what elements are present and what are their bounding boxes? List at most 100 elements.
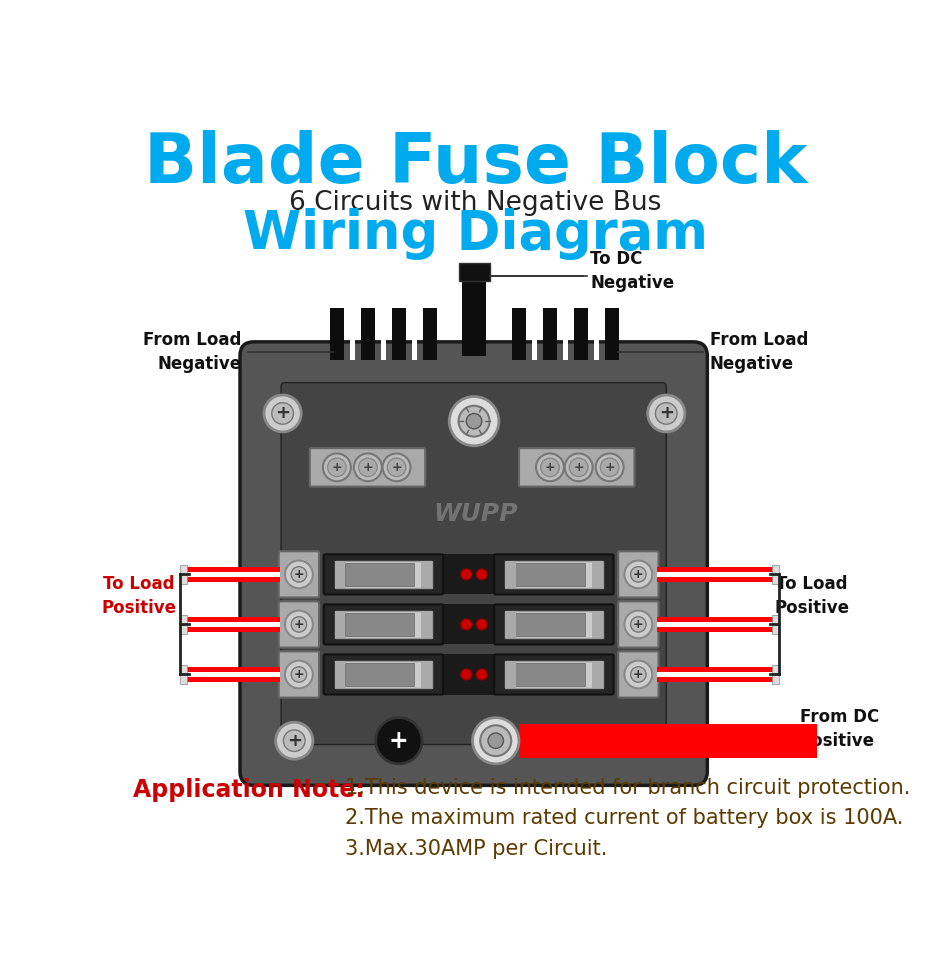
Circle shape <box>285 561 312 588</box>
Bar <box>184 572 280 576</box>
Circle shape <box>630 617 645 632</box>
Text: +: + <box>331 461 342 474</box>
Text: +: + <box>293 618 304 631</box>
Bar <box>381 308 386 360</box>
Bar <box>656 667 774 682</box>
Bar <box>184 672 280 677</box>
Text: 2.The maximum rated current of battery box is 100A.: 2.The maximum rated current of battery b… <box>344 808 902 829</box>
Circle shape <box>488 733 503 749</box>
FancyBboxPatch shape <box>518 448 634 487</box>
Text: +: + <box>274 405 290 422</box>
Circle shape <box>461 569 471 580</box>
FancyBboxPatch shape <box>240 342 706 785</box>
Bar <box>771 566 779 584</box>
Circle shape <box>358 458 376 477</box>
Text: 6 Circuits with Negative Bus: 6 Circuits with Negative Bus <box>289 190 661 216</box>
Bar <box>656 672 774 677</box>
Bar <box>329 308 344 360</box>
Circle shape <box>291 667 306 682</box>
Bar <box>512 308 526 360</box>
Bar <box>421 561 432 588</box>
FancyBboxPatch shape <box>281 382 666 745</box>
Bar <box>421 610 432 639</box>
Bar <box>542 308 556 360</box>
Bar <box>461 267 486 356</box>
Circle shape <box>272 403 293 424</box>
Circle shape <box>264 395 301 432</box>
Circle shape <box>323 453 350 482</box>
Text: From Load
Negative: From Load Negative <box>143 332 241 372</box>
Bar <box>421 661 432 688</box>
Bar <box>656 622 774 627</box>
Circle shape <box>476 569 487 580</box>
Text: +: + <box>293 567 304 581</box>
Bar <box>504 610 602 639</box>
Bar <box>518 723 817 758</box>
Text: +: + <box>603 461 615 474</box>
Bar <box>179 615 187 634</box>
Bar <box>591 561 602 588</box>
Circle shape <box>630 566 645 582</box>
Circle shape <box>291 617 306 632</box>
Bar <box>514 563 584 586</box>
Bar <box>458 262 489 281</box>
Bar <box>593 308 598 360</box>
Circle shape <box>569 458 588 477</box>
FancyBboxPatch shape <box>278 651 319 697</box>
Bar <box>349 308 354 360</box>
Bar <box>591 610 602 639</box>
Circle shape <box>382 453 410 482</box>
Bar <box>335 661 432 688</box>
Circle shape <box>465 413 481 429</box>
Circle shape <box>624 561 652 588</box>
Bar <box>184 667 280 682</box>
Text: 1.This device is intended for branch circuit protection.: 1.This device is intended for branch cir… <box>344 778 909 798</box>
Text: To Load
Positive: To Load Positive <box>102 575 176 617</box>
Circle shape <box>461 669 471 680</box>
Bar <box>184 617 280 632</box>
Bar <box>335 561 432 588</box>
Text: +: + <box>362 461 373 474</box>
Text: +: + <box>573 461 583 474</box>
Circle shape <box>353 453 381 482</box>
Text: 3.Max.30AMP per Circuit.: 3.Max.30AMP per Circuit. <box>344 839 606 859</box>
Bar <box>344 663 414 686</box>
Bar <box>412 308 416 360</box>
FancyBboxPatch shape <box>494 555 613 595</box>
Bar <box>504 661 602 688</box>
Circle shape <box>458 406 489 437</box>
Bar <box>335 610 345 639</box>
Circle shape <box>283 730 305 752</box>
Bar <box>361 308 375 360</box>
FancyBboxPatch shape <box>324 555 442 595</box>
Text: From DC
Positive: From DC Positive <box>799 709 878 750</box>
Bar <box>335 661 345 688</box>
Text: Wiring Diagram: Wiring Diagram <box>243 208 707 260</box>
Bar <box>184 622 280 627</box>
Text: +: + <box>388 728 408 753</box>
Text: +: + <box>286 731 301 750</box>
Bar <box>344 563 414 586</box>
Bar <box>656 572 774 576</box>
Bar <box>391 308 405 360</box>
Bar <box>514 663 584 686</box>
Circle shape <box>565 453 592 482</box>
Bar <box>771 665 779 683</box>
Circle shape <box>536 453 564 482</box>
Circle shape <box>630 667 645 682</box>
Bar <box>442 555 494 595</box>
Bar <box>179 566 187 584</box>
FancyBboxPatch shape <box>617 551 658 598</box>
Circle shape <box>480 725 511 756</box>
Circle shape <box>647 395 684 432</box>
Bar <box>184 566 280 582</box>
Bar <box>531 308 536 360</box>
Bar <box>604 308 618 360</box>
Bar <box>344 613 414 636</box>
Bar <box>442 604 494 644</box>
Text: +: + <box>658 405 673 422</box>
Text: To Load
Positive: To Load Positive <box>774 575 848 617</box>
Bar <box>591 661 602 688</box>
FancyBboxPatch shape <box>494 654 613 694</box>
Text: +: + <box>391 461 401 474</box>
